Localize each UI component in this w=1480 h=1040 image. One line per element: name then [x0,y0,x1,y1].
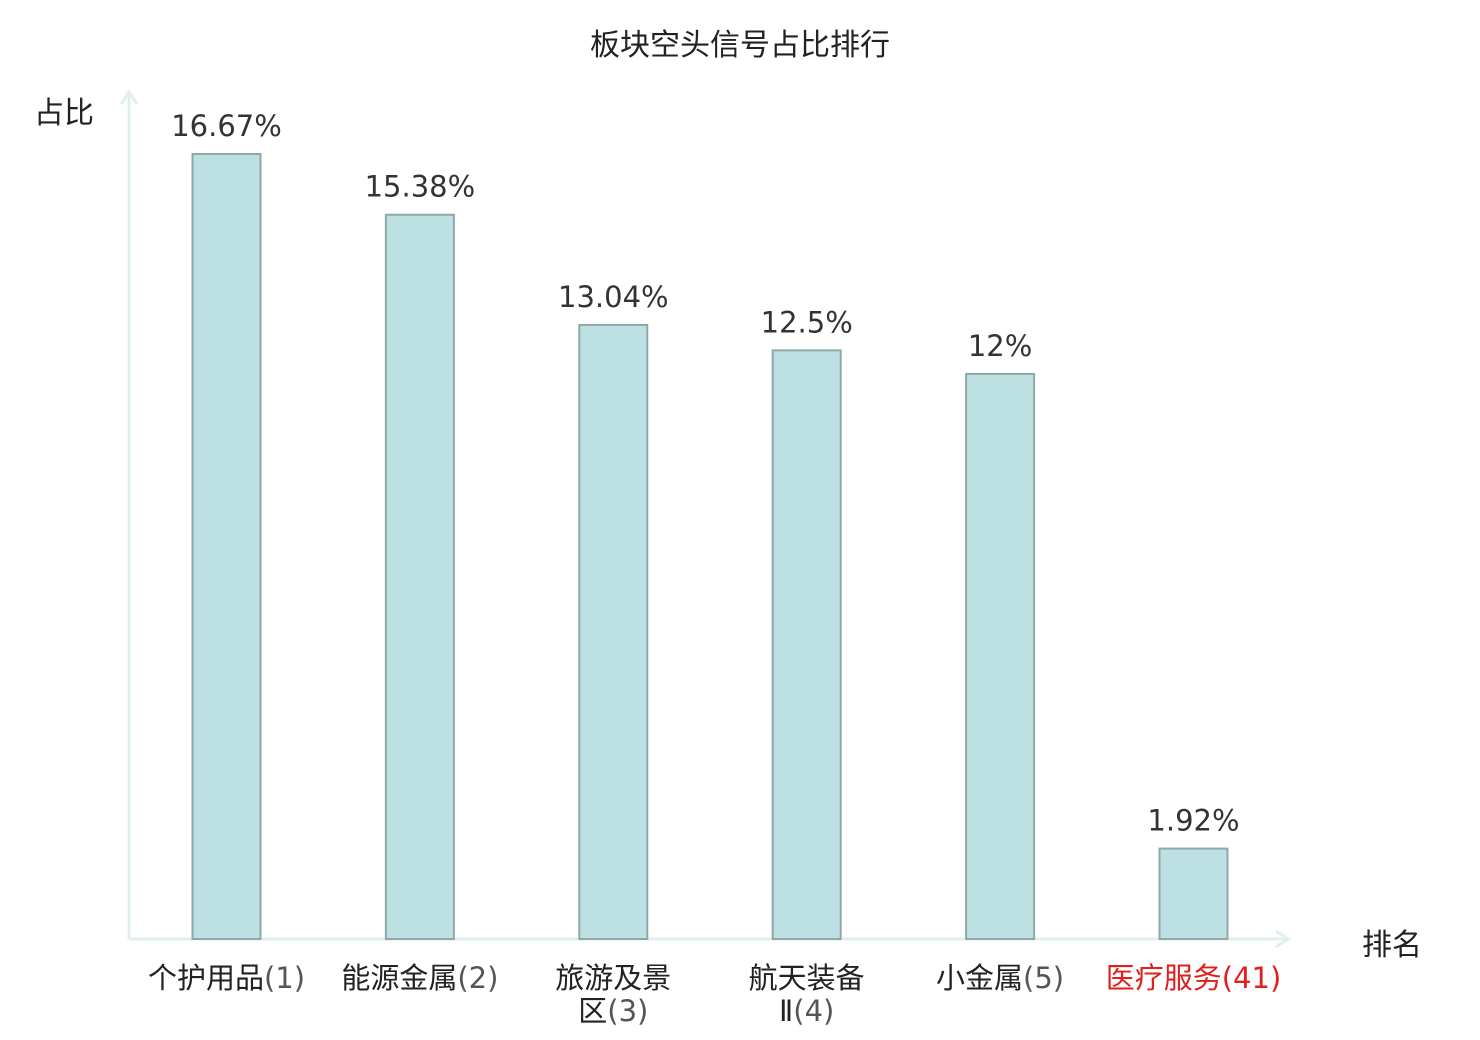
value-label: 16.67% [171,109,282,143]
category-name: Ⅱ [779,994,794,1028]
x-tick-line: 医疗服务(41) [1094,962,1294,995]
bars [191,153,1229,941]
axes [119,89,1291,949]
category-rank: (3) [607,994,649,1028]
category-name: 旅游及景 [555,961,672,995]
category-rank: (4) [793,994,835,1028]
category-name: 能源金属 [341,961,458,995]
value-label: 1.92% [1147,804,1239,838]
x-tick-label: 航天装备 Ⅱ(4) [707,962,907,1028]
x-axis-arrow [1275,929,1291,949]
category-rank: (5) [1023,961,1065,995]
value-labels: 16.67% 15.38% 13.04% 12.5% 12% 1.92% [171,109,1239,838]
bar [965,372,1036,940]
x-tick-label: 能源金属(2) [320,962,520,995]
value-label: 12% [968,329,1032,363]
x-tick-line: 航天装备 [707,962,907,995]
x-tick-line: 区(3) [513,995,713,1028]
category-name: 区 [578,994,608,1028]
x-tick-line: 能源金属(2) [320,962,520,995]
value-label: 12.5% [761,305,853,339]
x-tick-label: 旅游及景 区(3) [513,962,713,1028]
chart-title: 板块空头信号占比排行 [590,28,890,63]
bar [191,153,262,940]
x-tick-line: Ⅱ(4) [707,995,907,1028]
value-label: 13.04% [558,280,669,314]
x-tick-label: 小金属(5) [900,962,1100,995]
x-tick-line: 旅游及景 [513,962,713,995]
x-tick-label: 医疗服务(41) [1094,962,1294,995]
bar [1158,847,1229,940]
bar [578,323,649,940]
category-name: 医疗服务 [1105,961,1222,995]
category-name: 小金属 [936,961,1024,995]
category-rank: (1) [263,961,306,995]
y-axis-label: 占比 [34,96,94,131]
bar [771,349,842,940]
bar [384,213,455,941]
x-tick-line: 个护用品(1) [127,962,327,995]
x-tick-line: 小金属(5) [900,962,1100,995]
x-tick-label: 个护用品(1) [127,962,327,995]
category-name: 航天装备 [748,961,865,995]
category-name: 个护用品 [147,961,264,995]
category-rank: (2) [457,961,499,995]
y-axis-arrow [119,89,139,105]
value-label: 15.38% [365,170,476,204]
category-rank: (41) [1221,961,1282,995]
x-axis-label: 排名 [1362,928,1422,963]
